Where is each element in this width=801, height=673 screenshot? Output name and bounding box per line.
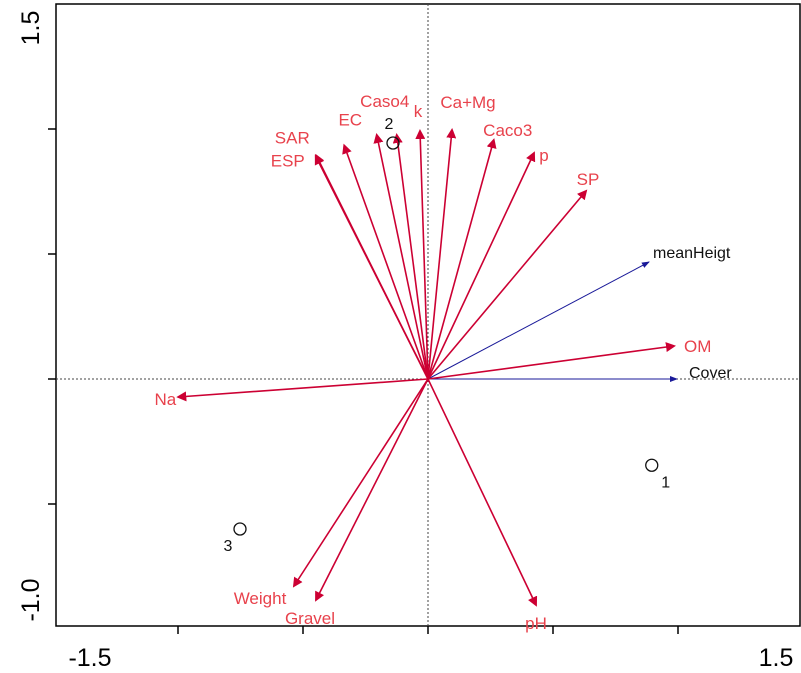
env-arrow-weight bbox=[292, 378, 429, 588]
env-arrow-sp bbox=[427, 189, 588, 380]
env-label-caso4: Caso4 bbox=[360, 92, 409, 111]
species-label-cover: Cover bbox=[689, 365, 732, 382]
species-vectors: meanHeigt Cover bbox=[427, 245, 732, 382]
site-point-2 bbox=[386, 136, 400, 150]
env-label-ph: pH bbox=[525, 614, 547, 633]
species-label-meanheigt: meanHeigt bbox=[653, 245, 731, 262]
env-label-ec: EC bbox=[338, 111, 362, 130]
env-label-camg: Ca+Mg bbox=[440, 93, 495, 112]
axis-ticks bbox=[48, 128, 679, 634]
x-tick-label-max: 1.5 bbox=[759, 644, 794, 672]
env-label-sar: SAR bbox=[275, 129, 310, 148]
env-label-caco3: Caco3 bbox=[483, 121, 532, 140]
x-tick-label-min: -1.5 bbox=[68, 644, 111, 672]
env-arrow-om bbox=[427, 342, 676, 380]
env-arrow-k bbox=[415, 129, 429, 380]
y-tick-label-max: 1.5 bbox=[17, 11, 45, 46]
y-tick-label-min: -1.0 bbox=[17, 578, 45, 621]
env-label-k: k bbox=[414, 102, 423, 121]
env-arrow-na bbox=[176, 378, 429, 402]
env-label-gravel: Gravel bbox=[285, 609, 335, 628]
site-label-2: 2 bbox=[385, 116, 394, 133]
env-arrow-ec bbox=[342, 143, 429, 380]
species-arrow-meanheigt bbox=[427, 261, 650, 380]
env-label-om: OM bbox=[684, 337, 711, 356]
env-label-na: Na bbox=[155, 390, 177, 409]
env-arrow-esp bbox=[314, 154, 429, 380]
env-arrow-2 bbox=[392, 133, 429, 380]
site-point-3 bbox=[233, 522, 247, 536]
env-arrow-gravel bbox=[315, 378, 429, 602]
env-label-sp: SP bbox=[577, 170, 600, 189]
env-arrow-ph bbox=[427, 378, 538, 607]
env-arrow-camg bbox=[427, 128, 457, 380]
site-points: 1 2 3 bbox=[224, 116, 671, 555]
site-label-3: 3 bbox=[224, 538, 233, 555]
env-label-esp: ESP bbox=[271, 151, 305, 170]
site-point-1 bbox=[645, 458, 659, 472]
site-label-1: 1 bbox=[661, 474, 670, 491]
env-arrow-caso4 bbox=[373, 133, 429, 380]
env-arrow-p bbox=[427, 151, 536, 380]
env-label-p: p bbox=[539, 146, 548, 165]
env-arrow-caco3 bbox=[427, 138, 497, 380]
plot-frame bbox=[55, 3, 801, 627]
env-label-weight: Weight bbox=[234, 589, 287, 608]
